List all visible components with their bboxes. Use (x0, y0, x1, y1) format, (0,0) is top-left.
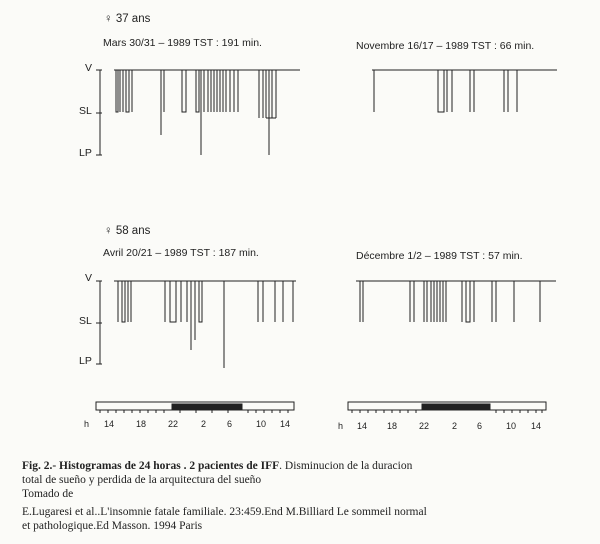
stage-label-v: V (85, 62, 93, 74)
hour-tick: 6 (227, 419, 233, 429)
stage-label-v-2: V (85, 272, 93, 284)
time-axis-left (95, 401, 295, 413)
hour-tick: 14 (531, 421, 542, 431)
caption-line-3: Tomado de (22, 488, 74, 500)
figure-title: Fig. 2.- Histogramas de 24 horas . 2 pac… (22, 460, 280, 472)
hour-tick: 22 (168, 419, 179, 429)
hour-tick: 2 (452, 421, 458, 431)
session-title-2b: Décembre 1/2 – 1989 TST : 57 min. (356, 250, 523, 262)
hypnogram-2b (356, 280, 556, 323)
hypnogram-2a (96, 280, 296, 368)
hour-tick: 14 (357, 421, 368, 431)
stage-label-sl: SL (79, 105, 92, 117)
hypnogram-1b (372, 69, 557, 113)
patient-label-2: ♀ 58 ans (104, 225, 151, 237)
hour-tick: 18 (387, 421, 398, 431)
hour-tick: 14 (104, 419, 115, 429)
time-axis-right (347, 401, 547, 413)
hour-tick: 14 (280, 419, 291, 429)
hypnogram-1a (96, 69, 300, 156)
hour-axis-label-left: h (84, 419, 90, 429)
hour-tick: 22 (419, 421, 430, 431)
hour-tick: 6 (477, 421, 483, 431)
stage-label-lp: LP (79, 147, 92, 159)
hour-tick: 10 (256, 419, 267, 429)
stage-label-lp-2: LP (79, 355, 92, 367)
patient-label-1: ♀ 37 ans (104, 13, 151, 25)
hour-axis-label-right: h (338, 421, 344, 431)
hour-tick: 18 (136, 419, 147, 429)
caption-line-5: et pathologique.Ed Masson. 1994 Paris (22, 520, 203, 532)
caption-line-4: E.Lugaresi et al..L'insomnie fatale fami… (22, 506, 427, 518)
caption-line-1: Fig. 2.- Histogramas de 24 horas . 2 pac… (22, 460, 412, 474)
stage-label-sl-2: SL (79, 315, 92, 327)
caption-line-2: total de sueño y perdida de la arquitect… (22, 474, 262, 486)
session-title-1a: Mars 30/31 – 1989 TST : 191 min. (103, 37, 262, 49)
caption-line-1-rest: . Disminucion de la duracion (279, 460, 413, 472)
hour-tick: 10 (506, 421, 517, 431)
session-title-2a: Avril 20/21 – 1989 TST : 187 min. (103, 247, 259, 259)
hour-tick: 2 (201, 419, 207, 429)
session-title-1b: Novembre 16/17 – 1989 TST : 66 min. (356, 40, 535, 52)
